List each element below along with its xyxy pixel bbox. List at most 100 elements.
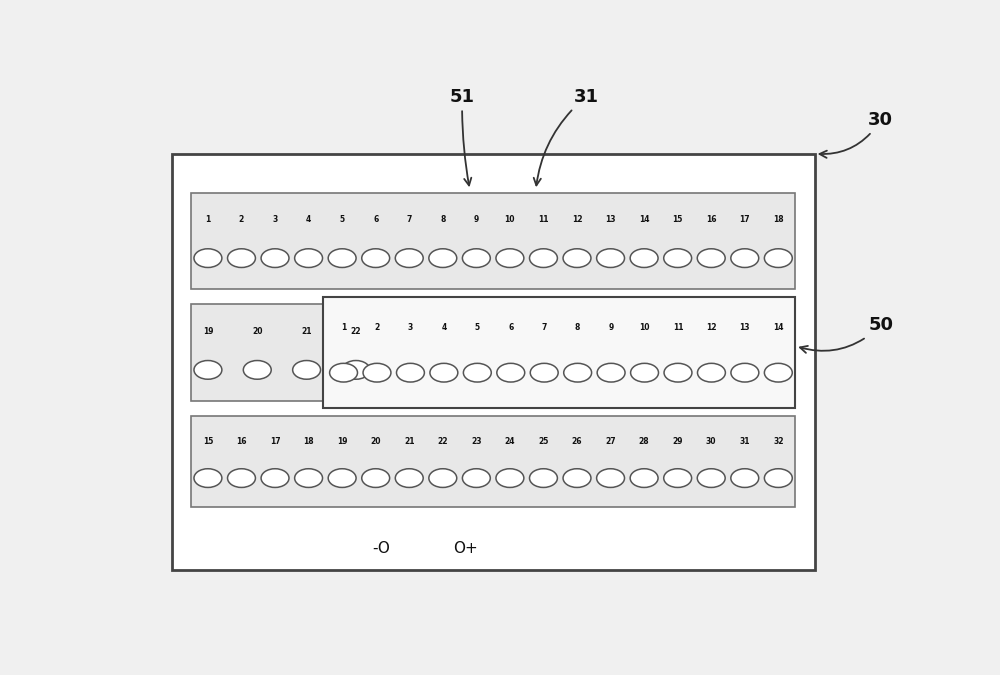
Text: 15: 15 [203,437,213,446]
Bar [323,297,795,408]
Text: 17: 17 [270,437,280,446]
Circle shape [463,363,491,382]
Circle shape [731,363,759,382]
Circle shape [496,249,524,267]
Circle shape [328,249,356,267]
Circle shape [462,249,490,267]
Text: 2: 2 [239,215,244,224]
Text: 17: 17 [739,215,750,224]
Circle shape [563,249,591,267]
Circle shape [630,249,658,267]
Text: 4: 4 [441,323,447,333]
Text: 27: 27 [605,437,616,446]
Text: 24: 24 [505,437,515,446]
Circle shape [764,468,792,487]
Bar [191,304,373,401]
Text: 21: 21 [301,327,312,336]
Text: 31: 31 [534,88,599,186]
Circle shape [194,360,222,379]
Bar [172,154,815,570]
Circle shape [664,363,692,382]
Circle shape [228,468,255,487]
Text: 16: 16 [706,215,716,224]
Circle shape [697,249,725,267]
Text: 22: 22 [351,327,361,336]
Bar [191,193,795,289]
Circle shape [764,363,792,382]
Text: 18: 18 [303,437,314,446]
Text: 22: 22 [438,437,448,446]
Circle shape [564,363,592,382]
Text: 26: 26 [572,437,582,446]
Circle shape [295,249,323,267]
Circle shape [731,249,759,267]
Text: 32: 32 [773,437,784,446]
Text: 3: 3 [272,215,278,224]
Circle shape [228,249,255,267]
Circle shape [597,468,625,487]
Circle shape [194,249,222,267]
Circle shape [597,249,625,267]
Circle shape [697,363,725,382]
Text: 18: 18 [773,215,784,224]
Text: 31: 31 [740,437,750,446]
Text: 8: 8 [440,215,445,224]
Circle shape [429,468,457,487]
Text: 19: 19 [203,327,213,336]
Text: 8: 8 [575,323,580,333]
Circle shape [664,249,692,267]
Text: 20: 20 [370,437,381,446]
Text: 7: 7 [407,215,412,224]
Text: 7: 7 [542,323,547,333]
Text: 16: 16 [236,437,247,446]
Circle shape [342,360,370,379]
Circle shape [261,468,289,487]
Text: 6: 6 [373,215,378,224]
Text: 13: 13 [740,323,750,333]
Text: 50: 50 [800,317,893,353]
Text: 1: 1 [341,323,346,333]
Text: 9: 9 [474,215,479,224]
Circle shape [530,363,558,382]
Circle shape [293,360,321,379]
Text: 2: 2 [374,323,380,333]
Text: 14: 14 [639,215,649,224]
Circle shape [194,468,222,487]
Text: 10: 10 [639,323,650,333]
Circle shape [295,468,323,487]
Text: 9: 9 [608,323,614,333]
Text: 51: 51 [450,88,475,186]
Text: 6: 6 [508,323,513,333]
Circle shape [764,249,792,267]
Circle shape [697,468,725,487]
Text: O+: O+ [454,541,478,556]
Circle shape [530,468,557,487]
Circle shape [429,249,457,267]
Circle shape [731,468,759,487]
Text: 1: 1 [205,215,211,224]
Text: 30: 30 [706,437,716,446]
Text: -O: -O [372,541,390,556]
Circle shape [631,363,658,382]
Text: 29: 29 [672,437,683,446]
Text: 12: 12 [706,323,717,333]
Text: 21: 21 [404,437,414,446]
Text: 5: 5 [475,323,480,333]
Circle shape [330,363,358,382]
Text: 13: 13 [605,215,616,224]
Circle shape [563,468,591,487]
Text: 14: 14 [773,323,784,333]
Circle shape [395,468,423,487]
Text: 3: 3 [408,323,413,333]
Circle shape [243,360,271,379]
Circle shape [664,468,692,487]
Text: 23: 23 [471,437,482,446]
Circle shape [497,363,525,382]
Text: 11: 11 [538,215,549,224]
Text: 25: 25 [538,437,549,446]
Circle shape [530,249,557,267]
Text: 15: 15 [672,215,683,224]
Circle shape [462,468,490,487]
Circle shape [630,468,658,487]
Circle shape [362,249,390,267]
